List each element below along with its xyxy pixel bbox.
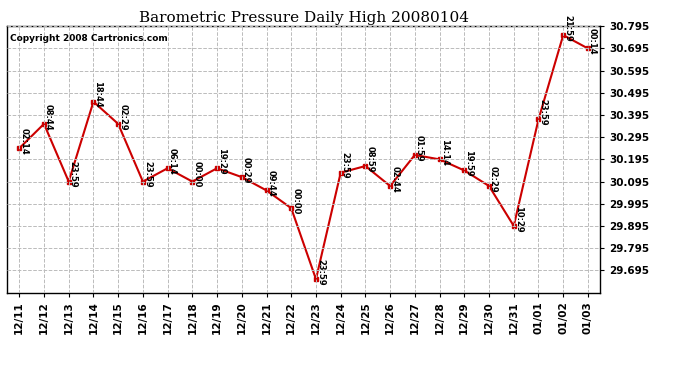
Text: 08:59: 08:59 (366, 146, 375, 172)
Title: Barometric Pressure Daily High 20080104: Barometric Pressure Daily High 20080104 (139, 11, 469, 25)
Text: 23:59: 23:59 (143, 161, 152, 188)
Text: 23:59: 23:59 (69, 161, 78, 188)
Text: 02:44: 02:44 (390, 166, 399, 192)
Text: Copyright 2008 Cartronics.com: Copyright 2008 Cartronics.com (10, 34, 168, 43)
Text: 01:59: 01:59 (415, 135, 424, 161)
Text: 02:29: 02:29 (118, 104, 127, 130)
Text: 23:59: 23:59 (341, 152, 350, 179)
Text: 00:00: 00:00 (291, 188, 300, 214)
Text: 00:00: 00:00 (193, 161, 201, 188)
Text: 06:14: 06:14 (168, 148, 177, 175)
Text: 02:29: 02:29 (489, 166, 498, 192)
Text: 10:29: 10:29 (514, 206, 523, 232)
Text: 21:59: 21:59 (563, 15, 572, 42)
Text: 02:14: 02:14 (19, 128, 28, 155)
Text: 19:59: 19:59 (464, 150, 473, 177)
Text: 09:44: 09:44 (266, 170, 275, 197)
Text: 00:14: 00:14 (588, 28, 597, 55)
Text: 00:29: 00:29 (241, 157, 250, 183)
Text: 14:14: 14:14 (440, 139, 449, 166)
Text: 19:29: 19:29 (217, 148, 226, 175)
Text: 23:59: 23:59 (538, 99, 547, 126)
Text: 23:59: 23:59 (316, 259, 325, 285)
Text: 08:44: 08:44 (44, 104, 53, 130)
Text: 18:44: 18:44 (93, 81, 102, 108)
